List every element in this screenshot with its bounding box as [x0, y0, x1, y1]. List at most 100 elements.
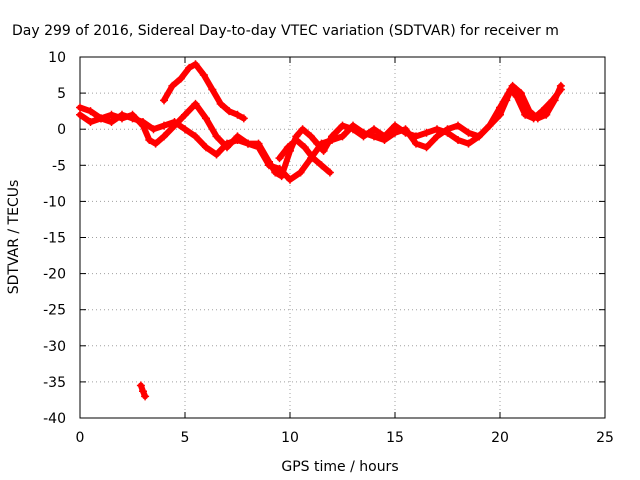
data-point	[370, 125, 378, 134]
data-point	[359, 128, 368, 137]
data-point	[338, 132, 347, 141]
y-tick-label: -20	[43, 267, 66, 283]
data-point	[191, 99, 200, 108]
data-point	[233, 136, 242, 145]
y-tick-label: -35	[43, 375, 66, 391]
data-point	[325, 168, 334, 177]
y-axis-label: SDTVAR / TECUs	[6, 180, 22, 295]
data-point	[160, 96, 168, 105]
series-layer	[76, 60, 565, 401]
x-tick-label: 15	[386, 430, 404, 446]
y-tick-label: -30	[43, 339, 66, 355]
data-point	[223, 139, 231, 148]
data-point	[422, 128, 431, 137]
axis-ticks: 0 5 10 15 20 25 10 5 0 -5 -10 -15 -20 -25 -30 -35 -40	[43, 50, 614, 446]
data-point	[202, 143, 210, 152]
data-point	[107, 110, 116, 119]
data-point	[86, 107, 95, 116]
data-point	[391, 121, 399, 130]
data-point	[542, 110, 551, 119]
data-point	[265, 161, 273, 170]
data-point	[254, 143, 263, 152]
data-point	[76, 110, 84, 119]
data-point	[149, 125, 158, 134]
data-point	[556, 81, 565, 90]
data-point	[145, 136, 154, 145]
y-tick-label: 0	[57, 122, 66, 138]
data-point	[521, 110, 530, 119]
data-point	[307, 132, 315, 141]
data-point	[517, 89, 525, 98]
data-point	[275, 154, 284, 163]
data-point	[181, 125, 189, 134]
data-point	[300, 143, 309, 152]
data-point	[212, 150, 221, 159]
data-point	[216, 99, 225, 108]
data-point	[160, 132, 168, 141]
data-point	[185, 63, 194, 72]
data-point	[118, 110, 126, 119]
data-point	[275, 164, 284, 173]
data-point	[151, 139, 160, 148]
y-tick-label: -25	[43, 303, 66, 319]
y-tick-label: -5	[52, 158, 66, 174]
data-point	[176, 74, 185, 83]
data-point	[338, 121, 347, 130]
data-point	[191, 60, 200, 69]
data-point	[433, 125, 441, 134]
data-point	[107, 117, 116, 126]
data-point	[168, 81, 177, 90]
chart-title: Day 299 of 2016, Sidereal Day-to-day VTE…	[12, 23, 559, 39]
data-point	[283, 143, 292, 152]
data-point	[181, 110, 189, 119]
x-axis-label: GPS time / hours	[281, 459, 398, 475]
data-point	[533, 114, 542, 123]
x-tick-label: 0	[76, 430, 85, 446]
y-tick-label: -40	[43, 411, 66, 427]
data-point	[296, 168, 305, 177]
data-point	[464, 128, 473, 137]
data-point	[208, 85, 217, 94]
data-point	[319, 146, 328, 155]
data-point	[412, 139, 420, 148]
data-point	[454, 136, 462, 145]
data-point	[199, 71, 208, 80]
data-point	[128, 114, 137, 123]
y-tick-label: 10	[48, 50, 66, 66]
data-point	[286, 175, 294, 184]
data-point	[464, 139, 473, 148]
data-point	[502, 96, 511, 105]
data-point	[76, 103, 84, 112]
data-point	[139, 117, 147, 126]
data-point	[485, 121, 494, 130]
data-point	[349, 121, 357, 130]
data-point	[160, 121, 168, 130]
x-tick-label: 25	[596, 430, 614, 446]
data-point	[309, 154, 318, 163]
data-point	[86, 117, 95, 126]
data-point	[550, 96, 559, 105]
data-point	[191, 132, 200, 141]
data-point	[391, 128, 399, 137]
data-point	[443, 125, 452, 134]
data-point	[317, 139, 326, 148]
data-point	[328, 136, 336, 145]
data-point	[298, 125, 307, 134]
data-point	[233, 110, 242, 119]
data-point	[139, 387, 147, 396]
data-point	[317, 161, 326, 170]
data-point	[225, 107, 234, 116]
data-point	[292, 136, 301, 145]
y-tick-label: -15	[43, 231, 66, 247]
data-point	[496, 110, 504, 119]
data-point	[136, 381, 145, 390]
data-point	[401, 125, 410, 134]
data-point	[97, 114, 105, 123]
data-point	[433, 132, 441, 141]
x-tick-label: 5	[181, 430, 190, 446]
data-point	[239, 114, 248, 123]
data-point	[212, 132, 221, 141]
data-point	[141, 392, 150, 401]
data-point	[202, 114, 210, 123]
